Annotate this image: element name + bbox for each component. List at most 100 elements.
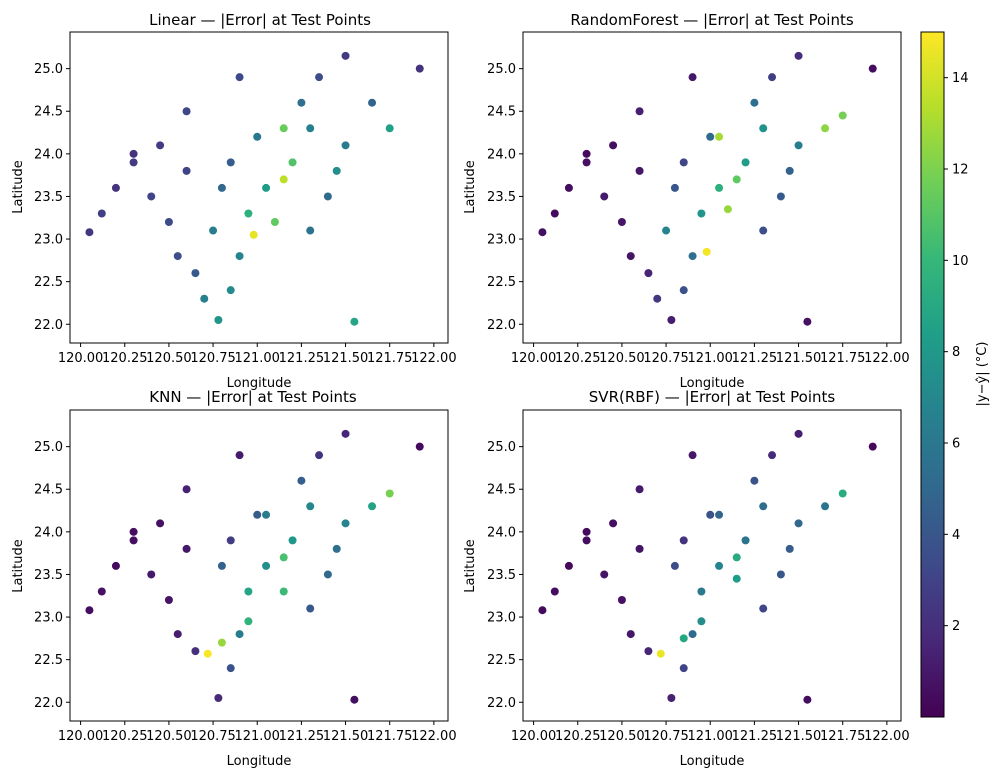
y-tick-label: 22.0 [34, 318, 63, 333]
scatter-point [582, 158, 591, 167]
scatter-point [306, 124, 315, 133]
x-tick-label: 120.25 [102, 729, 148, 744]
scatter-point [626, 252, 635, 261]
scatter-point [706, 132, 715, 141]
scatter-point [253, 510, 262, 519]
panel-title: KNN — |Error| at Test Points [149, 388, 357, 406]
y-tick-label: 25.0 [487, 440, 516, 455]
scatter-point [279, 124, 288, 133]
y-tick-label: 23.5 [487, 568, 516, 583]
scatter-point [785, 166, 794, 175]
scatter-point [226, 536, 235, 545]
x-axis-label: Longitude [227, 376, 292, 391]
scatter-point [315, 451, 324, 460]
panel-knn: KNN — |Error| at Test Points 120.00120.2… [11, 388, 457, 769]
x-tick-label: 121.25 [732, 351, 778, 366]
scatter-point [244, 209, 253, 218]
x-tick-label: 121.25 [732, 729, 778, 744]
scatter-point [97, 209, 106, 218]
y-tick-label: 23.0 [487, 611, 516, 626]
x-tick-label: 120.75 [643, 351, 689, 366]
y-tick-label: 23.5 [34, 190, 63, 205]
scatter-point [244, 587, 253, 596]
x-tick-label: 121.50 [776, 729, 822, 744]
panel-randomforest: RandomForest — |Error| at Test Points 12… [463, 11, 910, 391]
scatter-point [214, 693, 223, 702]
axes-frame [522, 409, 902, 722]
scatter-point [732, 175, 741, 184]
scatter-point [323, 570, 332, 579]
x-tick-label: 121.00 [687, 729, 733, 744]
scatter-point [235, 451, 244, 460]
scatter-point [164, 218, 173, 227]
scatter-point [715, 183, 724, 192]
scatter-point [732, 574, 741, 583]
x-tick-label: 120.25 [102, 351, 148, 366]
x-tick-label: 122.00 [411, 729, 457, 744]
x-tick-label: 121.00 [234, 351, 280, 366]
colorbar: 2 4 6 8 10 12 14 |y−ŷ| (°C) [920, 31, 990, 718]
x-tick-label: 121.75 [820, 729, 866, 744]
scatter-point [635, 166, 644, 175]
scatter-point [868, 64, 877, 73]
panel-linear: Linear — |Error| at Test Points 120.0012… [11, 11, 457, 391]
scatter-point [838, 489, 847, 498]
scatter-point [385, 489, 394, 498]
scatter-point [662, 226, 671, 235]
panel-svr: SVR(RBF) — |Error| at Test Points 120.00… [463, 388, 910, 769]
scatter-point [600, 570, 609, 579]
y-tick-label: 23.0 [34, 233, 63, 248]
scatter-point [794, 429, 803, 438]
x-tick-label: 120.00 [58, 351, 104, 366]
scatter-point [203, 649, 212, 658]
y-tick-label: 25.0 [487, 62, 516, 77]
x-tick-label: 121.50 [323, 351, 369, 366]
colorbar-label: |y−ŷ| (°C) [975, 342, 990, 407]
scatter-point [785, 544, 794, 553]
scatter-point [214, 315, 223, 324]
scatter-point [164, 596, 173, 605]
scatter-point [182, 544, 191, 553]
x-tick-label: 120.00 [511, 729, 557, 744]
scatter-point [341, 519, 350, 528]
colorbar-tick-label: 8 [952, 345, 960, 360]
scatter-point [350, 695, 359, 704]
scatter-point [635, 544, 644, 553]
scatter-point [550, 209, 559, 218]
y-tick-label: 22.5 [487, 275, 516, 290]
scatter-point [688, 630, 697, 639]
y-tick-label: 25.0 [34, 62, 63, 77]
axes-frame [69, 409, 449, 722]
x-tick-label: 120.75 [643, 729, 689, 744]
y-tick-label: 24.0 [487, 147, 516, 162]
y-tick-label: 24.5 [34, 483, 63, 498]
scatter-point [582, 536, 591, 545]
scatter-point [323, 192, 332, 201]
scatter-point [279, 553, 288, 562]
y-axis-label: Latitude [463, 160, 478, 214]
scatter-point [776, 192, 785, 201]
scatter-point [129, 149, 138, 158]
scatter-point [288, 536, 297, 545]
x-tick-label: 121.75 [367, 729, 413, 744]
panel-title: RandomForest — |Error| at Test Points [570, 11, 854, 29]
scatter-point [688, 73, 697, 82]
scatter-point [697, 209, 706, 218]
scatter-point [235, 630, 244, 639]
scatter-point [226, 286, 235, 295]
scatter-point [626, 630, 635, 639]
y-axis-label: Latitude [463, 539, 478, 593]
scatter-point [297, 476, 306, 485]
scatter-point [332, 166, 341, 175]
y-tick-label: 24.5 [487, 105, 516, 120]
scatter-point [759, 502, 768, 511]
scatter-point [723, 205, 732, 214]
panel-title: Linear — |Error| at Test Points [149, 11, 371, 29]
y-axis-label: Latitude [11, 160, 26, 214]
scatter-point [794, 519, 803, 528]
scatter-point [156, 141, 165, 150]
y-tick-label: 22.5 [34, 275, 63, 290]
x-axis-label: Longitude [680, 754, 745, 769]
scatter-point [306, 226, 315, 235]
